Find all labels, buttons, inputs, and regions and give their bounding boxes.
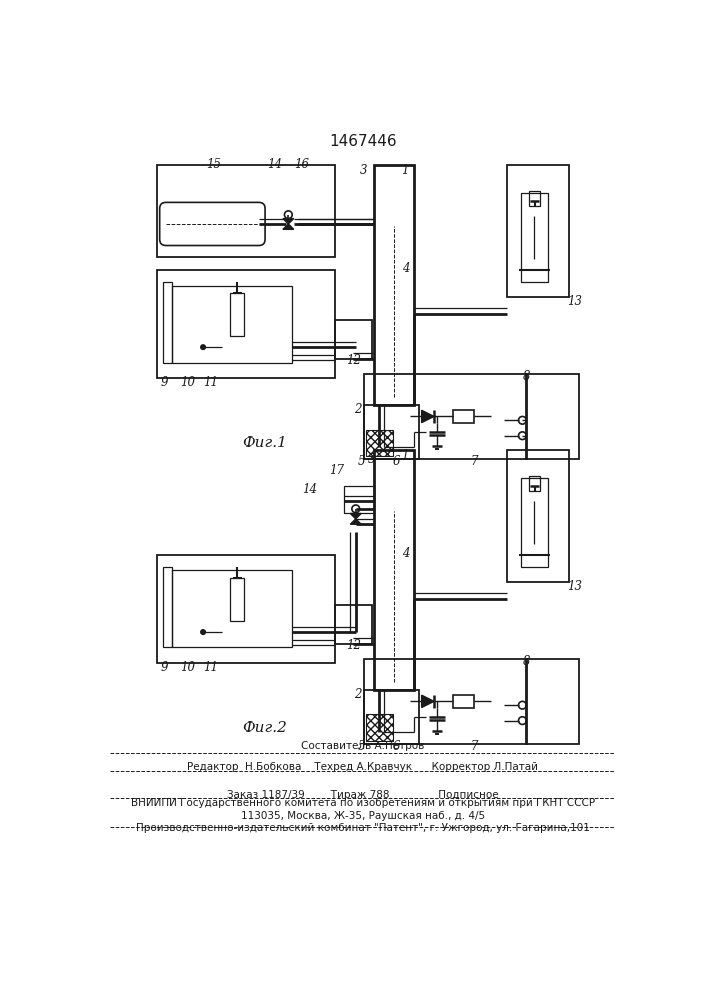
Text: 13: 13 — [568, 580, 583, 593]
Polygon shape — [351, 513, 361, 519]
Text: 3: 3 — [360, 164, 367, 177]
Bar — [230, 578, 244, 620]
Polygon shape — [421, 695, 434, 708]
Polygon shape — [351, 519, 361, 524]
Text: Производственно-издательский комбинат "Патент", г. Ужгород, ул. Гагарина,101: Производственно-издательский комбинат "П… — [136, 823, 590, 833]
Text: 10: 10 — [180, 661, 195, 674]
Text: 12: 12 — [346, 354, 361, 367]
Text: Редактор  Н.Бобкова    Техред А.Кравчук      Корректор Л.Патай: Редактор Н.Бобкова Техред А.Кравчук Корр… — [187, 762, 538, 772]
Text: 12: 12 — [346, 639, 361, 652]
Bar — [526, 374, 579, 459]
Bar — [156, 270, 335, 378]
Bar — [335, 605, 372, 644]
Text: 1467446: 1467446 — [329, 134, 397, 149]
Text: 2: 2 — [354, 688, 362, 700]
Text: 2: 2 — [354, 403, 362, 416]
Text: 113035, Москва, Ж-35, Раушская наб., д. 4/5: 113035, Москва, Ж-35, Раушская наб., д. … — [240, 811, 485, 821]
Text: 10: 10 — [180, 376, 195, 389]
Bar — [373, 165, 414, 405]
Text: 11: 11 — [204, 376, 218, 389]
Text: 11: 11 — [204, 661, 218, 674]
Text: 13: 13 — [568, 295, 583, 308]
Bar — [521, 193, 548, 282]
Bar — [364, 374, 527, 459]
Text: 8: 8 — [522, 655, 530, 668]
Bar — [366, 714, 393, 741]
Bar — [507, 165, 569, 297]
Bar — [521, 478, 548, 567]
Text: Фиг.2: Фиг.2 — [243, 721, 288, 735]
Bar — [172, 286, 292, 363]
Text: Заказ 1187/39        Тираж 788               Подписное: Заказ 1187/39 Тираж 788 Подписное — [227, 790, 498, 800]
Text: Составитель А.Петров: Составитель А.Петров — [301, 741, 424, 751]
Bar — [452, 410, 474, 423]
Bar — [452, 695, 474, 708]
Bar — [163, 567, 172, 647]
Text: 4: 4 — [402, 547, 410, 560]
Text: 4: 4 — [402, 262, 410, 275]
Circle shape — [201, 630, 206, 634]
Text: 17: 17 — [329, 464, 344, 477]
Text: 5: 5 — [358, 455, 365, 468]
Bar — [172, 570, 292, 647]
Text: 8: 8 — [522, 370, 530, 383]
Circle shape — [201, 345, 206, 349]
Bar — [364, 690, 419, 744]
Bar — [230, 293, 244, 336]
Bar — [530, 191, 540, 206]
Text: 6: 6 — [393, 740, 401, 753]
Text: 1: 1 — [401, 449, 409, 462]
Text: 5: 5 — [358, 740, 365, 753]
Bar — [364, 405, 419, 459]
Text: 9: 9 — [160, 661, 168, 674]
Text: 7: 7 — [471, 455, 478, 468]
Polygon shape — [283, 224, 293, 229]
Text: 3: 3 — [368, 453, 375, 466]
Bar — [364, 659, 527, 744]
Bar — [507, 450, 569, 582]
Bar — [344, 486, 373, 513]
Bar — [335, 320, 372, 359]
Text: 7: 7 — [471, 740, 478, 753]
Bar — [373, 450, 414, 690]
Bar — [526, 659, 579, 744]
Bar — [366, 430, 393, 456]
Polygon shape — [421, 410, 434, 423]
Text: 14: 14 — [302, 483, 317, 496]
Bar — [156, 165, 335, 257]
Bar — [530, 476, 540, 491]
Text: ВНИИПИ Государственного комитета по изобретениям и открытиям при ГКНТ СССР: ВНИИПИ Государственного комитета по изоб… — [131, 798, 595, 808]
Text: 16: 16 — [294, 158, 309, 171]
Polygon shape — [283, 219, 293, 224]
Bar — [156, 555, 335, 663]
Text: 6: 6 — [393, 455, 401, 468]
Text: 15: 15 — [206, 158, 221, 171]
Text: 1: 1 — [401, 164, 409, 177]
Text: 14: 14 — [267, 158, 282, 171]
Text: Фиг.1: Фиг.1 — [243, 436, 288, 450]
Bar — [163, 282, 172, 363]
Text: 9: 9 — [160, 376, 168, 389]
